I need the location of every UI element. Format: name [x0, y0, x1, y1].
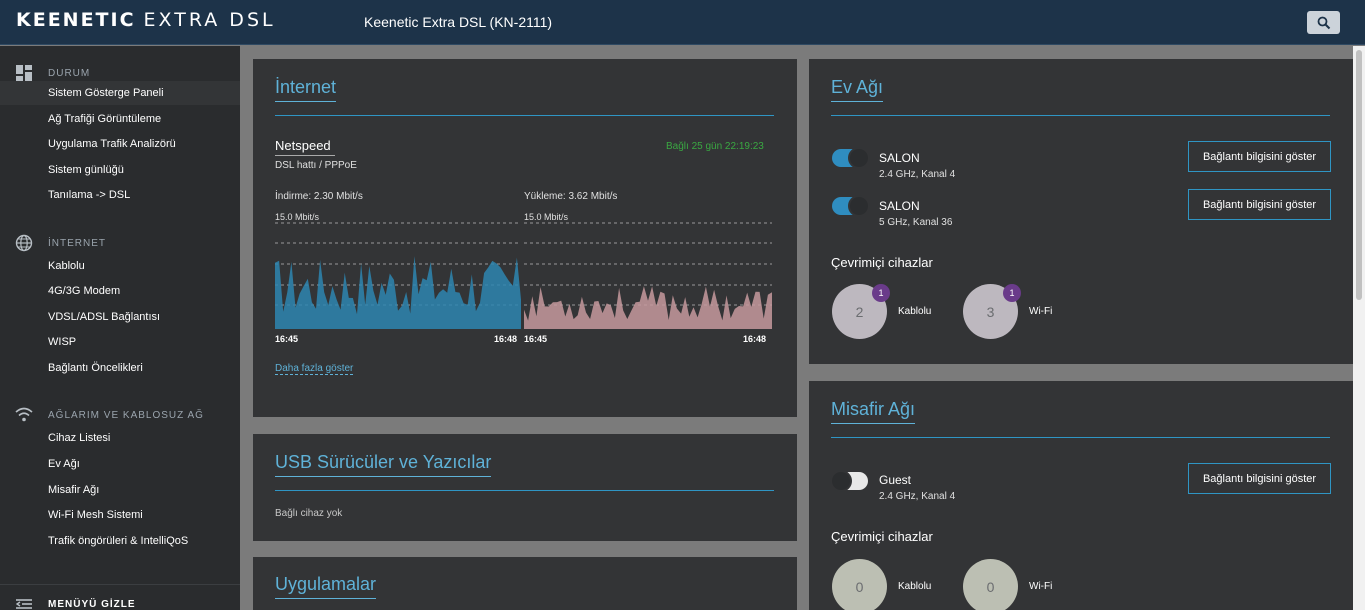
show-more-link[interactable]: Daha fazla göster [275, 363, 354, 375]
sidebar-item-wired[interactable]: Kablolu [48, 260, 85, 272]
collapse-menu-icon [16, 599, 32, 609]
divider [831, 115, 1330, 116]
graph-area [524, 286, 772, 329]
upload-time-start: 16:45 [524, 334, 548, 344]
sidebar-item-mesh[interactable]: Wi-Fi Mesh Sistemi [48, 509, 143, 521]
network-detail: 5 GHz, Kanal 36 [879, 217, 953, 228]
upload-scale: 15.0 Mbit/s [524, 212, 569, 222]
wired-new-badge: 1 [872, 284, 890, 302]
collapse-menu-label: MENÜYÜ GİZLE [48, 599, 136, 610]
home-network-card: Ev Ağı SALON 2.4 GHz, Kanal 4 Bağlantı b… [809, 59, 1353, 364]
section-durum: DURUM [0, 64, 240, 84]
section-label: İNTERNET [48, 238, 106, 249]
sidebar-item-intelliqos[interactable]: Trafik öngörüleri & IntelliQoS [48, 535, 189, 547]
sidebar-item-syslog[interactable]: Sistem günlüğü [48, 164, 124, 176]
wifi-new-badge: 1 [1003, 284, 1021, 302]
collapse-menu-button[interactable]: MENÜYÜ GİZLE [0, 584, 240, 610]
search-icon [1317, 16, 1330, 29]
sidebar-item-wisp[interactable]: WISP [48, 336, 77, 348]
sidebar-item-modem[interactable]: 4G/3G Modem [48, 285, 121, 297]
section-label: DURUM [48, 68, 91, 79]
network-detail: 2.4 GHz, Kanal 4 [879, 491, 956, 502]
guest-network-title[interactable]: Misafir Ağı [831, 399, 916, 424]
upload-speed: Yükleme: 3.62 Mbit/s [524, 191, 618, 202]
wifi-icon [15, 407, 33, 422]
online-devices-title: Çevrimiçi cihazlar [831, 255, 933, 270]
globe-icon [15, 234, 33, 252]
download-scale: 15.0 Mbit/s [275, 212, 320, 222]
network-detail: 2.4 GHz, Kanal 4 [879, 169, 956, 180]
divider [275, 115, 774, 116]
sidebar-item-priorities[interactable]: Bağlantı Öncelikleri [48, 362, 143, 374]
wired-devices-counter[interactable]: 0 [832, 559, 887, 610]
connection-status: Bağlı 25 gün 22:19:23 [666, 141, 764, 152]
scrollbar-thumb[interactable] [1356, 50, 1362, 300]
sidebar-item-traffic[interactable]: Ağ Trafiği Görüntüleme [48, 113, 162, 125]
connection-info-button[interactable]: Bağlantı bilgisini göster [1188, 463, 1331, 494]
home-network-title[interactable]: Ev Ağı [831, 77, 884, 102]
download-speed: İndirme: 2.30 Mbit/s [275, 191, 363, 202]
page-scrollbar[interactable] [1353, 46, 1365, 610]
section-networks: AĞLARIM VE KABLOSUZ AĞ [0, 406, 240, 426]
sidebar-item-guest-network[interactable]: Misafir Ağı [48, 484, 100, 496]
sidebar: DURUM Sistem Gösterge Paneli Ağ Trafiği … [0, 46, 240, 610]
network-name: SALON [879, 151, 920, 165]
online-devices-title: Çevrimiçi cihazlar [831, 529, 933, 544]
connection-info-button[interactable]: Bağlantı bilgisini göster [1188, 141, 1331, 172]
graph-area [275, 256, 521, 329]
network-name: Guest [879, 473, 912, 487]
provider-underline [275, 155, 335, 156]
sidebar-item-diagnostics-dsl[interactable]: Tanılama -> DSL [48, 189, 131, 201]
internet-card-title[interactable]: İnternet [275, 77, 337, 102]
dashboard-icon [16, 65, 32, 81]
download-graph [275, 222, 521, 329]
internet-card: İnternet Netspeed DSL hattı / PPPoE Bağl… [253, 59, 797, 417]
divider [831, 437, 1330, 438]
wired-label: Kablolu [898, 306, 932, 317]
keenetic-logo: KEENETIC EXTRA DSL [16, 9, 276, 31]
no-devices-text: Bağlı cihaz yok [275, 508, 343, 519]
guest-wifi-toggle[interactable] [830, 470, 868, 492]
section-internet: İNTERNET [0, 234, 240, 254]
wifi-label: Wi-Fi [1029, 306, 1053, 317]
wifi-devices-counter[interactable]: 0 [963, 559, 1018, 610]
download-time-end: 16:48 [494, 334, 518, 344]
download-time-start: 16:45 [275, 334, 299, 344]
device-model-title: Keenetic Extra DSL (KN-2111) [364, 14, 553, 30]
guest-network-card: Misafir Ağı Guest 2.4 GHz, Kanal 4 Bağla… [809, 381, 1353, 610]
upload-time-end: 16:48 [743, 334, 767, 344]
section-label: AĞLARIM VE KABLOSUZ AĞ [48, 410, 204, 421]
connection-info-button[interactable]: Bağlantı bilgisini göster [1188, 189, 1331, 220]
sidebar-item-home-network[interactable]: Ev Ağı [48, 458, 80, 470]
sidebar-item-dashboard[interactable]: Sistem Gösterge Paneli [0, 81, 240, 105]
top-bar: KEENETIC EXTRA DSL Keenetic Extra DSL (KN… [0, 0, 1365, 45]
divider [275, 490, 774, 491]
provider-name: Netspeed [275, 138, 331, 153]
upload-graph [524, 222, 772, 329]
wifi-24-toggle[interactable] [832, 147, 870, 169]
network-name: SALON [879, 199, 920, 213]
usb-card-title[interactable]: USB Sürücüler ve Yazıcılar [275, 452, 492, 477]
wifi-5-toggle[interactable] [832, 195, 870, 217]
wifi-label: Wi-Fi [1029, 581, 1053, 592]
search-button[interactable] [1307, 11, 1340, 34]
apps-card: Uygulamalar [253, 557, 797, 610]
apps-card-title[interactable]: Uygulamalar [275, 574, 377, 599]
connection-type: DSL hattı / PPPoE [275, 160, 357, 171]
wired-label: Kablolu [898, 581, 932, 592]
sidebar-item-app-traffic[interactable]: Uygulama Trafik Analizörü [48, 138, 176, 150]
usb-card: USB Sürücüler ve Yazıcılar Bağlı cihaz y… [253, 434, 797, 541]
sidebar-item-device-list[interactable]: Cihaz Listesi [48, 432, 111, 444]
sidebar-item-vdsl[interactable]: VDSL/ADSL Bağlantısı [48, 311, 161, 323]
